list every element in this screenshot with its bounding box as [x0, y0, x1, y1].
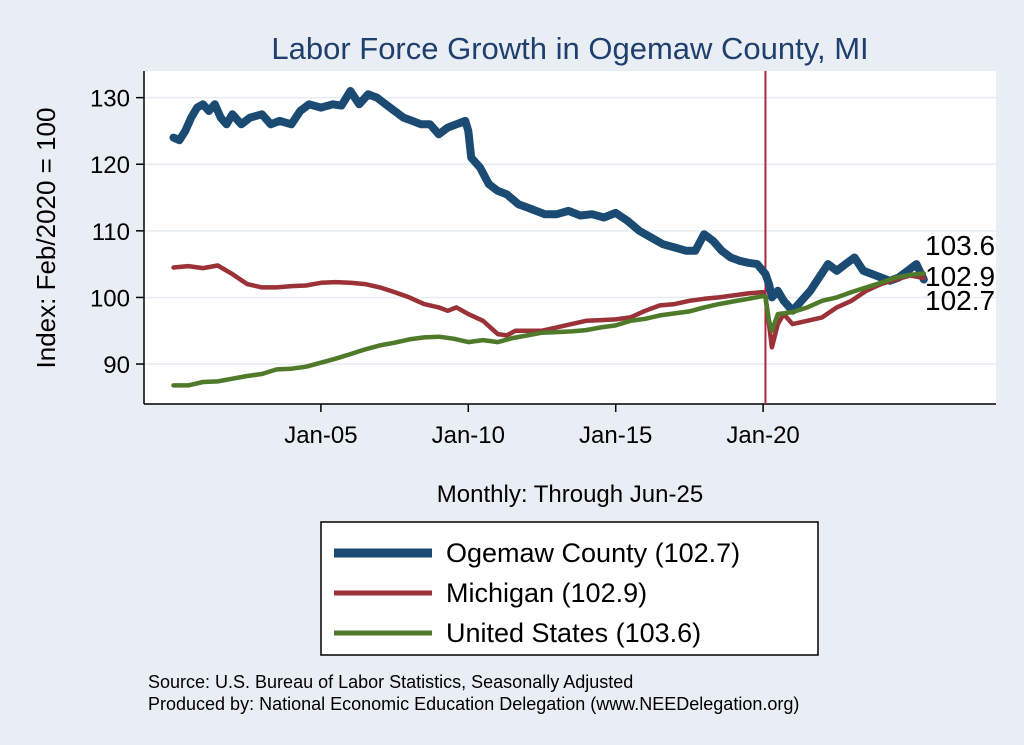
y-tick-label: 120: [90, 152, 130, 179]
series-line-ogemaw-county: [169, 87, 928, 315]
x-tick-label: Jan-15: [579, 422, 652, 449]
legend-label: Michigan (102.9): [446, 578, 647, 608]
x-tick-label: Jan-05: [284, 422, 357, 449]
x-tick-label: Jan-20: [726, 422, 799, 449]
y-tick-label: 100: [90, 285, 130, 312]
legend: Ogemaw County (102.7) Michigan (102.9) Uni…: [320, 521, 819, 656]
y-axis-title: Index: Feb/2020 = 100: [31, 108, 61, 369]
legend-label: United States (103.6): [446, 618, 701, 648]
legend-items: Ogemaw County (102.7) Michigan (102.9) Uni…: [334, 538, 740, 648]
x-axis: Jan-05 Jan-10 Jan-15 Jan-20: [284, 404, 800, 449]
x-axis-title: Monthly: Through Jun-25: [437, 481, 703, 508]
y-tick-label: 130: [90, 86, 130, 113]
chart-title: Labor Force Growth in Ogemaw County, MI: [271, 31, 868, 66]
producer-note: Produced by: National Economic Education…: [148, 694, 799, 714]
legend-label: Ogemaw County (102.7): [446, 538, 740, 568]
series-line-united-states: [171, 271, 927, 388]
end-label: 103.6: [925, 230, 995, 261]
x-tick-label: Jan-10: [432, 422, 505, 449]
end-label: 102.9: [925, 261, 995, 292]
series-lines: [169, 87, 928, 388]
y-axis: 90 100 110 120 130: [90, 86, 144, 379]
source-note: Source: U.S. Bureau of Labor Statistics,…: [148, 672, 633, 692]
end-label: 102.7: [925, 285, 995, 316]
y-tick-label: 90: [103, 352, 130, 379]
series-line-michigan: [171, 263, 927, 350]
y-tick-label: 110: [92, 219, 130, 246]
